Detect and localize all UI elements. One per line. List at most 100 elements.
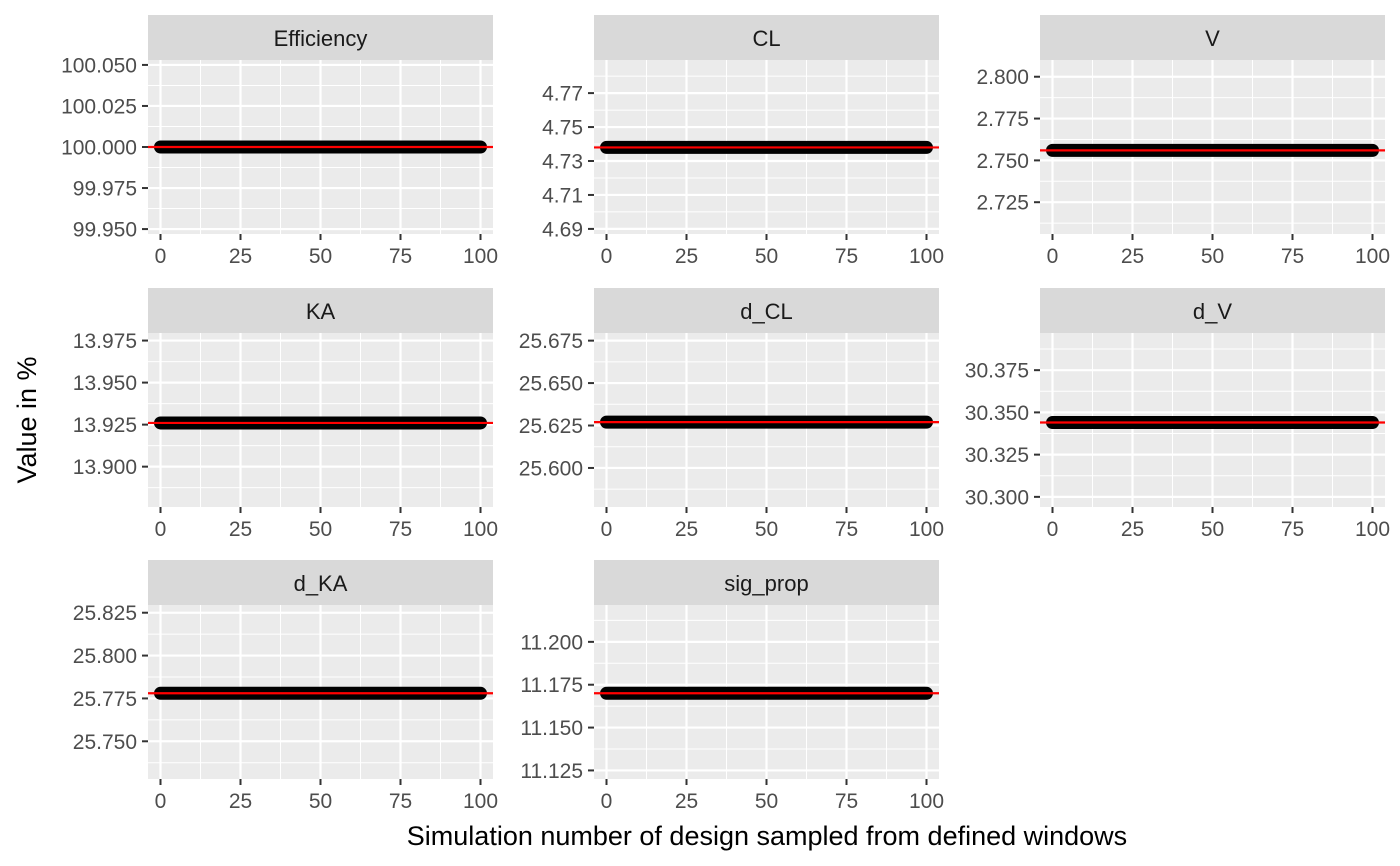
y-tick-label: 99.950 xyxy=(73,219,137,242)
facet-strip xyxy=(148,15,493,60)
x-tick-label: 50 xyxy=(309,518,332,541)
x-tick-label: 25 xyxy=(675,790,698,813)
y-tick-label: 13.900 xyxy=(73,456,137,479)
y-tick-label: 2.775 xyxy=(976,108,1029,131)
y-tick-label: 100.025 xyxy=(61,95,137,118)
x-tick-label: 100 xyxy=(909,790,944,813)
facet-strip-label: CL xyxy=(752,26,780,51)
facet-panel-d_KA: d_KA 25.750 25.775 25.800 25.825 0 25 50 75 100 xyxy=(73,560,498,813)
x-tick-label: 100 xyxy=(1355,518,1390,541)
y-tick-label: 30.325 xyxy=(965,444,1029,467)
facet-panel-d_CL: d_CL 25.600 25.625 25.650 25.675 0 25 50 75 100 xyxy=(519,288,944,541)
facet-strip-label: Efficiency xyxy=(274,26,368,51)
facet-strip xyxy=(594,15,939,60)
x-tick-label: 50 xyxy=(1201,245,1224,268)
facet-strip-label: sig_prop xyxy=(724,571,808,596)
y-tick-label: 100.050 xyxy=(61,54,137,77)
facet-strip xyxy=(594,288,939,333)
x-tick-label: 0 xyxy=(1047,518,1059,541)
y-tick-label: 4.71 xyxy=(542,184,583,207)
y-tick-label: 11.125 xyxy=(520,760,583,783)
x-tick-label: 0 xyxy=(155,518,167,541)
facet-strip xyxy=(148,560,493,605)
facet-strip-label: d_V xyxy=(1193,299,1232,324)
y-tick-label: 4.75 xyxy=(542,117,583,140)
facet-strip-label: d_CL xyxy=(740,299,793,324)
y-tick-label: 30.375 xyxy=(965,360,1029,383)
y-tick-label: 2.750 xyxy=(976,150,1029,173)
x-tick-label: 75 xyxy=(835,790,858,813)
x-tick-label: 75 xyxy=(389,245,412,268)
x-tick-label: 0 xyxy=(601,245,613,268)
x-axis-title: Simulation number of design sampled from… xyxy=(407,821,1127,851)
y-tick-label: 25.750 xyxy=(73,731,137,754)
facet-strip-label: KA xyxy=(306,299,336,324)
facet-strip-label: V xyxy=(1205,26,1220,51)
facet-strip xyxy=(148,288,493,333)
y-tick-label: 2.800 xyxy=(976,66,1029,89)
x-tick-label: 100 xyxy=(463,790,498,813)
y-tick-label: 13.950 xyxy=(73,372,137,395)
facet-panel-V: V 2.725 2.750 2.775 2.800 0 25 50 75 100 xyxy=(976,15,1390,268)
x-tick-label: 75 xyxy=(835,518,858,541)
y-tick-label: 13.975 xyxy=(73,330,137,353)
y-tick-label: 25.625 xyxy=(519,415,583,438)
x-tick-label: 100 xyxy=(909,518,944,541)
y-tick-label: 4.69 xyxy=(542,218,583,241)
y-tick-label: 25.600 xyxy=(519,457,583,480)
x-tick-label: 100 xyxy=(909,245,944,268)
facet-panel-sig_prop: sig_prop 11.125 11.150 11.175 11.200 0 25 50 75 1… xyxy=(520,560,944,813)
y-axis-title: Value in % xyxy=(12,356,42,483)
y-tick-label: 25.675 xyxy=(519,330,583,353)
facet-strip xyxy=(1040,288,1385,333)
facet-strip xyxy=(594,560,939,605)
y-tick-label: 11.150 xyxy=(520,717,583,740)
x-tick-label: 50 xyxy=(309,245,332,268)
facet-panels: Efficiency 99.950 99.975 100.000 100.025 100.… xyxy=(61,15,1390,813)
y-tick-label: 2.725 xyxy=(976,192,1029,215)
facet-panel-CL: CL 4.69 4.71 4.73 4.75 4.77 0 25 50 75 100 xyxy=(542,15,944,268)
x-tick-label: 25 xyxy=(229,790,252,813)
x-tick-label: 25 xyxy=(229,245,252,268)
facet-strip-label: d_KA xyxy=(294,571,348,596)
x-tick-label: 50 xyxy=(309,790,332,813)
y-tick-label: 100.000 xyxy=(61,137,137,160)
x-tick-label: 25 xyxy=(229,518,252,541)
y-tick-label: 25.775 xyxy=(73,688,137,711)
x-tick-label: 0 xyxy=(601,518,613,541)
y-tick-label: 11.200 xyxy=(520,631,583,654)
x-tick-label: 100 xyxy=(463,518,498,541)
facet-strip xyxy=(1040,15,1385,60)
facet-panel-d_V: d_V 30.300 30.325 30.350 30.375 0 25 50 75 100 xyxy=(965,288,1390,541)
y-tick-label: 4.73 xyxy=(542,151,583,174)
y-tick-label: 99.975 xyxy=(73,178,137,201)
x-tick-label: 0 xyxy=(155,790,167,813)
x-tick-label: 50 xyxy=(755,518,778,541)
x-tick-label: 75 xyxy=(389,790,412,813)
x-tick-label: 0 xyxy=(1047,245,1059,268)
x-tick-label: 50 xyxy=(755,245,778,268)
x-tick-label: 100 xyxy=(463,245,498,268)
x-tick-label: 100 xyxy=(1355,245,1390,268)
y-tick-label: 25.650 xyxy=(519,373,583,396)
x-tick-label: 50 xyxy=(755,790,778,813)
x-tick-label: 25 xyxy=(675,518,698,541)
y-tick-label: 11.175 xyxy=(520,674,583,697)
x-tick-label: 75 xyxy=(1281,245,1304,268)
y-tick-label: 13.925 xyxy=(73,414,137,437)
y-tick-label: 30.350 xyxy=(965,402,1029,425)
x-tick-label: 25 xyxy=(1121,245,1144,268)
x-tick-label: 0 xyxy=(155,245,167,268)
x-tick-label: 50 xyxy=(1201,518,1224,541)
y-tick-label: 4.77 xyxy=(542,83,583,106)
x-tick-label: 75 xyxy=(389,518,412,541)
x-tick-label: 75 xyxy=(835,245,858,268)
x-tick-label: 25 xyxy=(1121,518,1144,541)
facet-panel-Efficiency: Efficiency 99.950 99.975 100.000 100.025 100.… xyxy=(61,15,498,268)
x-tick-label: 75 xyxy=(1281,518,1304,541)
y-tick-label: 25.800 xyxy=(73,645,137,668)
x-tick-label: 25 xyxy=(675,245,698,268)
y-tick-label: 30.300 xyxy=(965,486,1029,509)
y-tick-label: 25.825 xyxy=(73,602,137,625)
